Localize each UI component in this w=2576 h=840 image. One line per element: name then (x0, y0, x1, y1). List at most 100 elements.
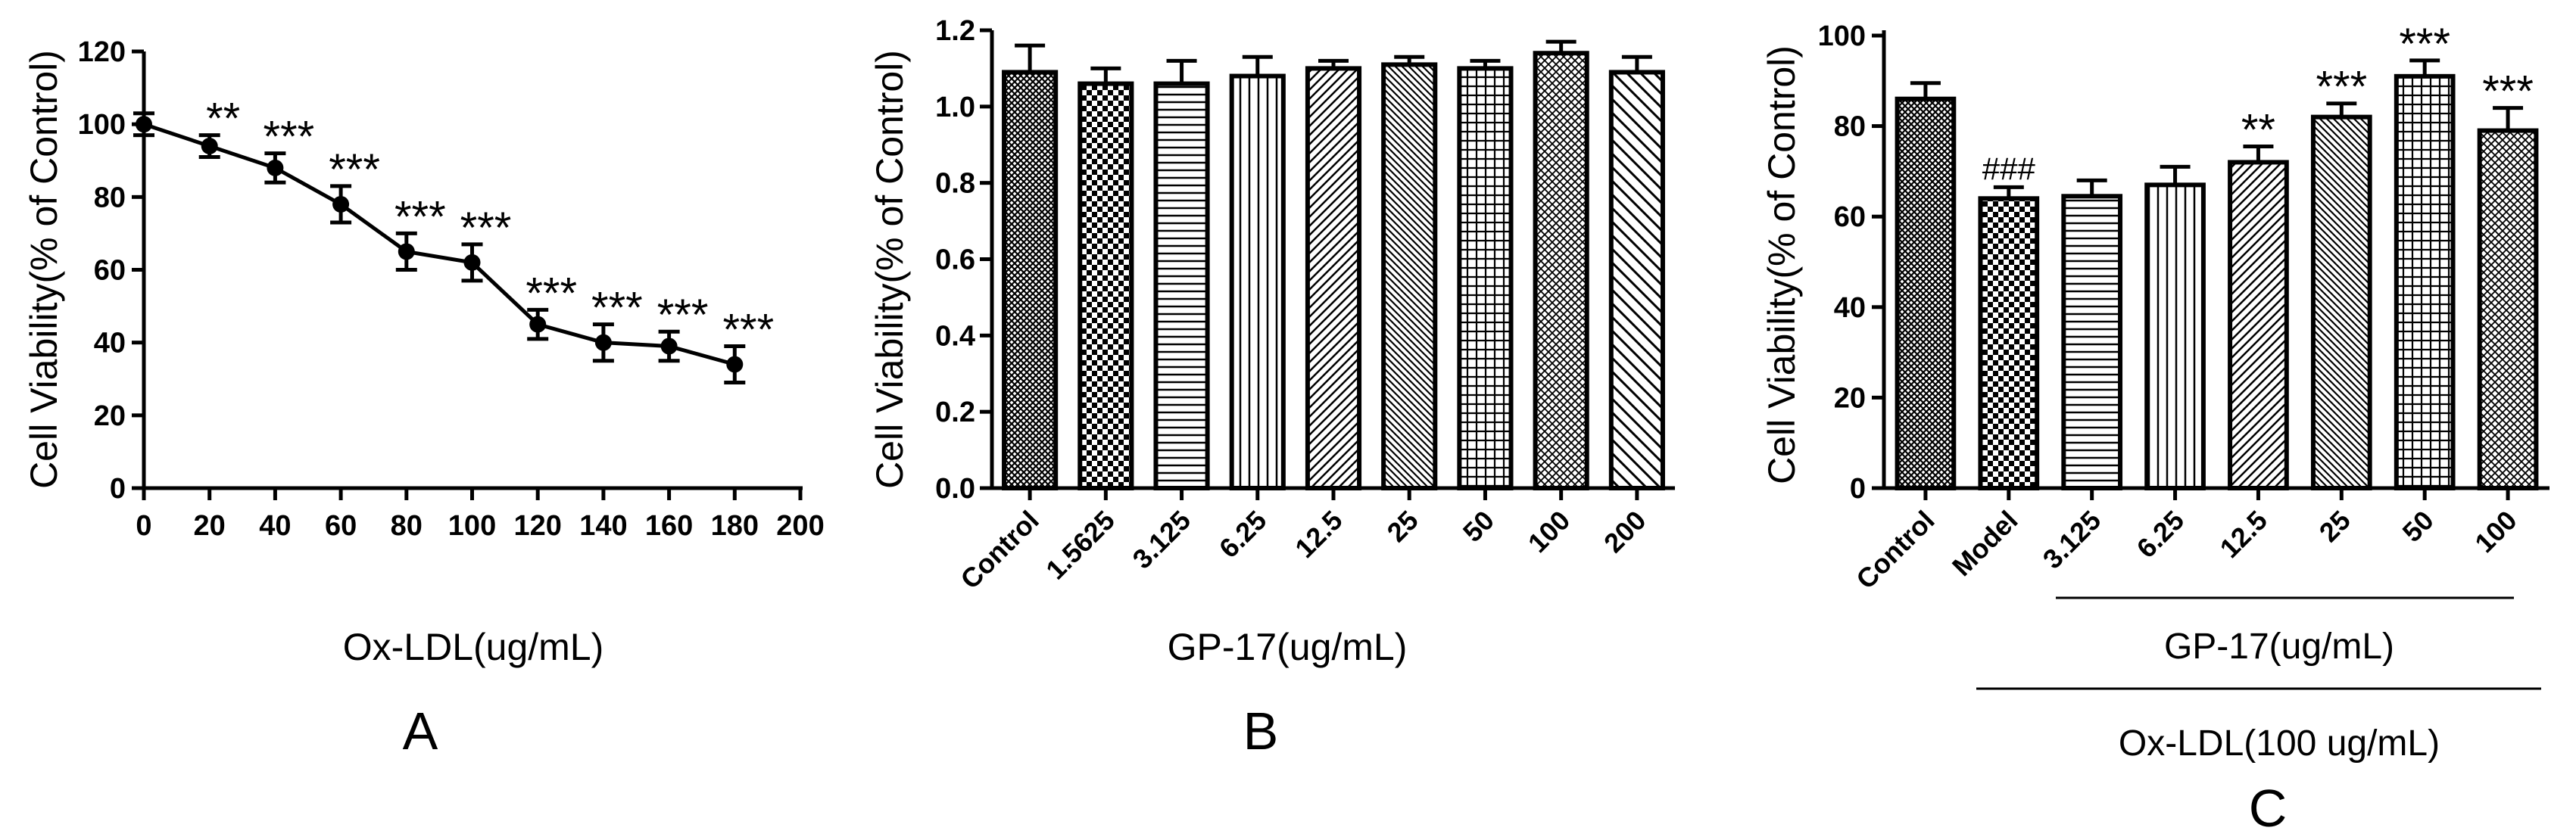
panel-a-x-ticks: 0 20 40 60 80 100 120 140 160 180 200 (136, 488, 825, 542)
x-tick-label: 25 (1381, 505, 1424, 548)
panel-b-y-axis-label: Cell Viability(% of Control) (869, 50, 911, 489)
x-tick-label: 3.125 (1127, 505, 1197, 575)
significance-mark: *** (264, 113, 315, 162)
x-tick-label: 3.125 (2037, 505, 2107, 575)
significance-mark: *** (722, 305, 774, 354)
significance-mark: *** (525, 269, 577, 318)
bar (2310, 114, 2372, 490)
x-tick-label: 50 (1457, 505, 1500, 548)
data-point (463, 254, 481, 271)
significance-mark: *** (2482, 67, 2534, 117)
data-point (660, 338, 678, 355)
data-point (201, 138, 218, 155)
panel-b-y-ticks: 0.0 0.2 0.4 0.6 0.8 1.0 1.2 (935, 15, 992, 505)
panel-a-y-ticks: 0 20 40 60 80 100 120 (78, 36, 144, 505)
x-tick-label: 80 (391, 510, 423, 542)
bar (2061, 194, 2123, 490)
panel-a-x-axis-label: Ox-LDL(ug/mL) (343, 626, 604, 668)
y-tick-label: 1.0 (935, 92, 975, 123)
significance-mark: *** (329, 145, 380, 194)
y-tick-label: 40 (1834, 292, 1866, 324)
x-tick-label: 100 (448, 510, 496, 542)
y-tick-label: 20 (1834, 382, 1866, 414)
x-tick-label: 100 (1522, 505, 1576, 558)
bar (1153, 81, 1210, 491)
x-tick-label: 25 (2313, 505, 2356, 548)
panel-label-c: C (2249, 779, 2288, 838)
x-tick-label: Model (1946, 505, 2024, 583)
bar (1895, 96, 1957, 491)
bar (1305, 66, 1362, 490)
x-tick-label: 180 (711, 510, 759, 542)
panel-a-series: ** ********* ****** *** *** *** (133, 95, 774, 385)
significance-mark: *** (591, 284, 643, 333)
x-tick-label: 100 (2468, 505, 2522, 558)
bar (1608, 70, 1665, 491)
x-tick-label: 20 (194, 510, 226, 542)
y-tick-label: 40 (94, 328, 126, 359)
x-tick-label: 40 (259, 510, 291, 542)
y-tick-label: 0.8 (935, 168, 975, 200)
panel-c-y-ticks: 0 20 40 60 80 100 (1818, 20, 1884, 505)
panel-c-group-label-inner: GP-17(ug/mL) (2164, 627, 2394, 667)
bar (2144, 182, 2206, 490)
x-tick-label: 0 (136, 510, 151, 542)
significance-mark: *** (395, 192, 446, 241)
bar (1229, 73, 1286, 490)
y-tick-label: 100 (1818, 20, 1866, 52)
significance-mark: ### (1982, 151, 2036, 186)
x-tick-label: 60 (325, 510, 357, 542)
significance-mark: ** (206, 95, 240, 144)
y-tick-label: 1.2 (935, 15, 975, 47)
panel-a: 0 20 40 60 80 100 120 0 20 40 60 80 100 120 140 160 180… (23, 36, 825, 761)
x-tick-label: 6.25 (2131, 505, 2191, 565)
y-tick-label: 20 (94, 400, 126, 432)
bar (2228, 160, 2289, 490)
y-tick-label: 0 (110, 473, 126, 505)
data-point (529, 316, 547, 333)
x-tick-label: 12.5 (2214, 505, 2274, 565)
data-point (136, 116, 152, 133)
significance-mark: *** (2316, 63, 2367, 112)
y-tick-label: 0.0 (935, 473, 975, 505)
y-tick-label: 80 (94, 182, 126, 213)
x-tick-label: Control (954, 505, 1044, 595)
x-tick-label: 200 (776, 510, 824, 542)
y-tick-label: 80 (1834, 111, 1866, 143)
x-tick-label: 50 (2397, 505, 2440, 548)
x-tick-label: 160 (645, 510, 693, 542)
y-tick-label: 100 (78, 109, 126, 141)
panel-c-y-axis-label: Cell Viability(% of Control) (1760, 45, 1803, 484)
y-tick-label: 120 (78, 36, 126, 68)
data-point (726, 356, 744, 373)
x-tick-label: 140 (579, 510, 627, 542)
significance-mark: *** (460, 204, 512, 253)
bar (2477, 128, 2539, 491)
panel-label-b: B (1243, 702, 1279, 761)
data-point (332, 195, 350, 213)
y-tick-label: 0.4 (935, 320, 975, 352)
panel-c-x-ticks: Control Model 3.125 6.25 12.5 25 50 100 (1850, 488, 2523, 595)
x-tick-label: 200 (1598, 505, 1651, 558)
panel-b-x-axis-label: GP-17(ug/mL) (1168, 626, 1408, 668)
x-tick-label: 1.5625 (1040, 505, 1121, 586)
y-tick-label: 0.2 (935, 397, 975, 428)
panel-label-a: A (403, 702, 438, 761)
y-tick-label: 0 (1850, 473, 1866, 505)
y-tick-label: 60 (1834, 201, 1866, 233)
panel-c-group-label-outer: Ox-LDL(100 ug/mL) (2119, 723, 2440, 764)
bar (1978, 196, 2040, 490)
x-tick-label: 12.5 (1289, 505, 1349, 565)
bar (1077, 81, 1134, 491)
data-point (267, 159, 284, 176)
panel-a-y-axis-label: Cell Viability(% of Control) (23, 50, 65, 489)
bar (1002, 70, 1059, 491)
data-point (398, 243, 415, 260)
bar (2394, 73, 2456, 490)
y-tick-label: 0.6 (935, 244, 975, 276)
panel-c-bars: ###*********** (1895, 20, 2539, 491)
